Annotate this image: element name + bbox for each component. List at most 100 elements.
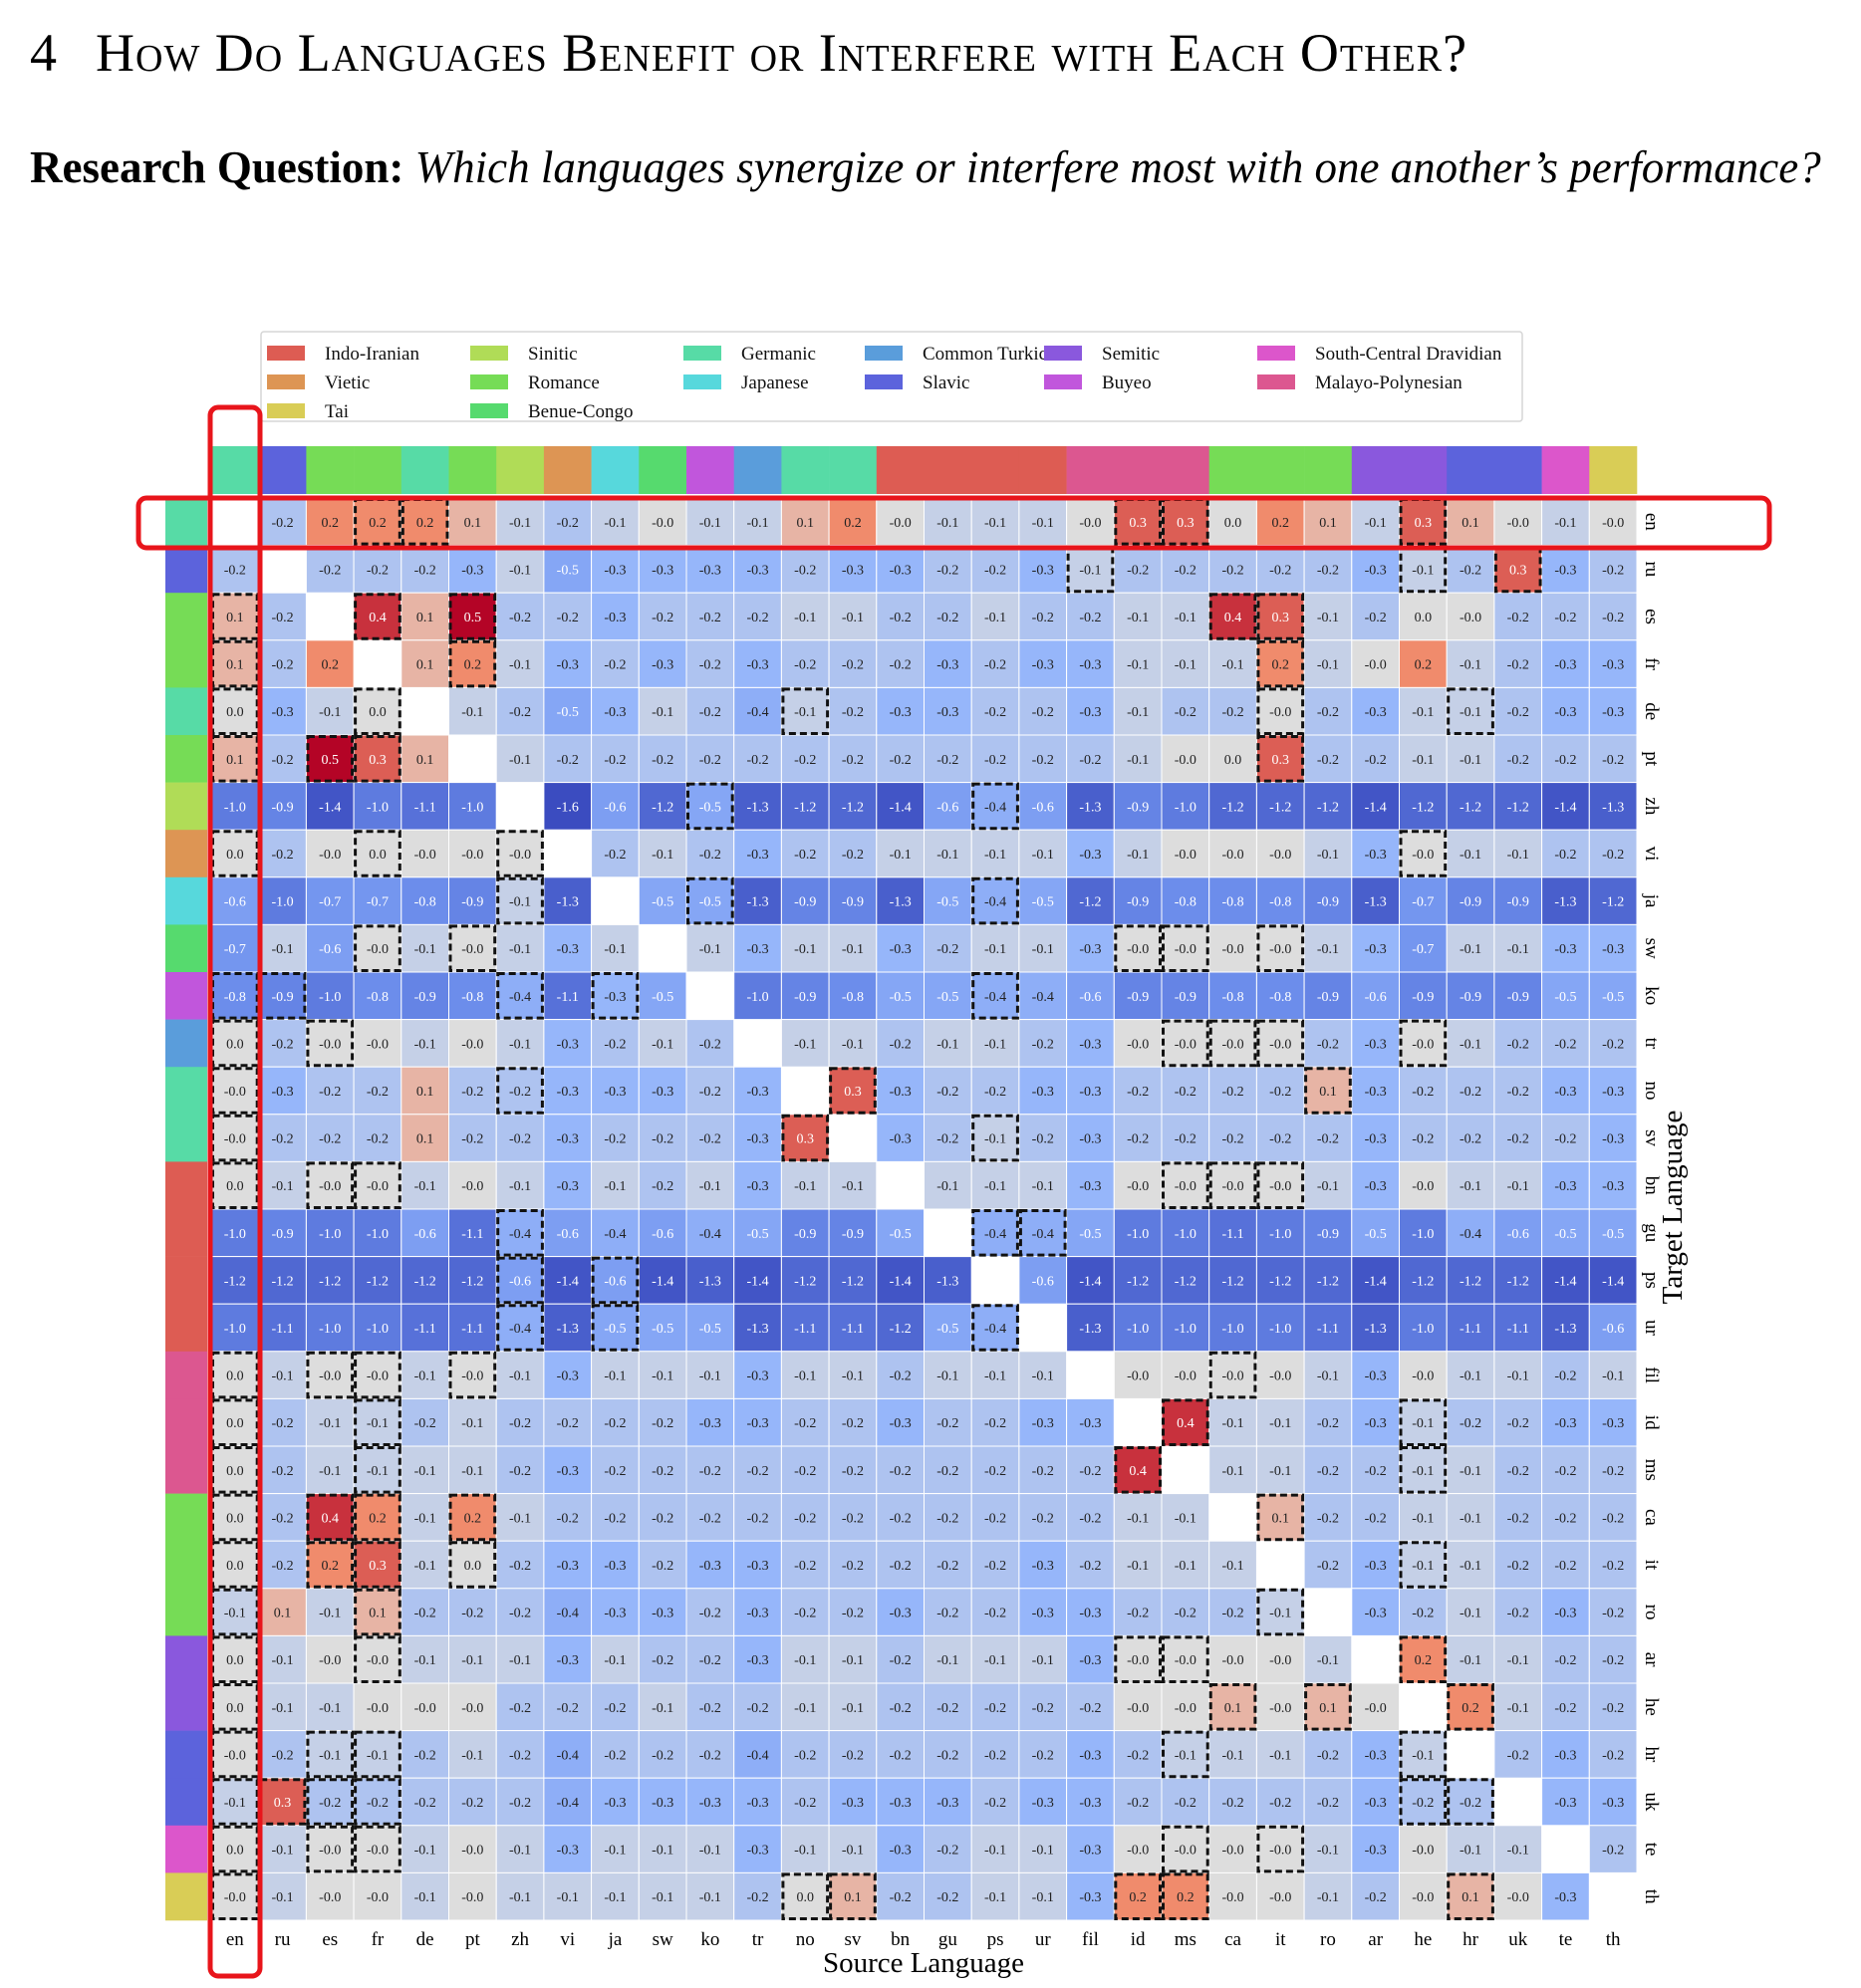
heatmap-cell <box>1351 1493 1401 1542</box>
heatmap-cell <box>1066 1445 1115 1495</box>
cell-value-label: -0.2 <box>509 1796 531 1811</box>
heatmap-cell <box>1303 1445 1353 1495</box>
cell-value-label: -0.0 <box>1269 848 1291 863</box>
column-family-bar <box>1589 446 1638 494</box>
cell-value-label: -0.1 <box>1221 1748 1243 1763</box>
heatmap-cell <box>1208 686 1257 736</box>
heatmap-cell <box>1399 1588 1448 1636</box>
cell-value-label: -0.2 <box>1127 1132 1149 1147</box>
heatmap-cell <box>828 1256 878 1305</box>
section-heading: 4 How Do Languages Benefit or Interfere w… <box>30 22 1467 84</box>
dashed-cell-box <box>1208 1351 1257 1399</box>
heatmap-cell <box>685 1682 735 1732</box>
cell-value-label: -0.4 <box>746 1748 768 1763</box>
cell-value-label: -0.1 <box>224 1796 246 1811</box>
heatmap-cells: -0.2 0.2 0.2 0.2 0.1 -0.1 -0.2 -0.1 -0.0 -0.1 -0.1… <box>210 497 1638 1921</box>
heatmap-cell <box>1493 1493 1543 1542</box>
cell-value-label: -0.9 <box>1127 800 1149 815</box>
heatmap-cell <box>353 1066 402 1116</box>
heatmap-cell <box>258 592 307 641</box>
cell-value-label: -0.3 <box>557 1179 579 1194</box>
cell-value-label: -0.3 <box>1365 563 1387 578</box>
heatmap-cell <box>1255 876 1305 925</box>
cell-value-label: -0.3 <box>461 563 483 578</box>
heatmap-cell <box>1303 1871 1353 1921</box>
heatmap-cell <box>448 1825 497 1873</box>
heatmap-cell <box>210 592 260 641</box>
cell-value-label: -1.2 <box>1269 800 1291 815</box>
cell-value-label: -0.1 <box>1032 1179 1054 1194</box>
cell-value-label: -0.1 <box>1507 848 1529 863</box>
cell-value-label: -1.2 <box>1507 1274 1529 1289</box>
cell-value-label: -1.2 <box>1221 800 1243 815</box>
heatmap-cell <box>876 1634 925 1684</box>
heatmap-cell <box>1066 1730 1115 1779</box>
cell-value-label: 0.2 <box>369 516 387 531</box>
cell-value-label: -0.3 <box>746 1607 768 1621</box>
x-tick-label: ms <box>1175 1929 1196 1950</box>
cell-value-label: -0.2 <box>319 1796 341 1811</box>
cell-value-label: -0.1 <box>509 1653 531 1668</box>
cell-value-label: -0.2 <box>1507 1511 1529 1526</box>
cell-value-label: -0.3 <box>1365 848 1387 863</box>
cell-value-label: -0.1 <box>319 1701 341 1716</box>
cell-value-label: -0.3 <box>890 1796 912 1811</box>
cell-value-label: -0.2 <box>1554 1369 1576 1384</box>
heatmap-cell <box>305 1256 355 1305</box>
cell-value-label: -0.1 <box>1317 611 1339 625</box>
cell-value-label: -0.5 <box>557 705 579 720</box>
cell-value-label: -0.2 <box>1554 1653 1576 1668</box>
heatmap-cell <box>210 1397 260 1447</box>
heatmap-cell <box>1303 1208 1353 1258</box>
cell-value-label: -1.2 <box>842 800 864 815</box>
cell-value-label: -0.2 <box>699 658 721 673</box>
cell-value-label: -0.1 <box>699 1890 721 1905</box>
heatmap-cell <box>876 1019 925 1068</box>
heatmap-cell <box>924 545 972 594</box>
heatmap-cell <box>685 1777 735 1827</box>
dashed-cell-box <box>306 1493 355 1542</box>
dashed-cell-box <box>1447 1872 1494 1921</box>
cell-value-label: -0.1 <box>936 848 958 863</box>
x-tick-label: sv <box>844 1929 861 1950</box>
y-tick-label: ar <box>1641 1652 1662 1667</box>
heatmap-cell <box>733 639 782 688</box>
heatmap-cell <box>1493 829 1543 878</box>
cell-value-label: -1.3 <box>746 895 768 910</box>
cell-value-label: -1.3 <box>1554 1322 1576 1337</box>
cell-value-label: -0.2 <box>699 611 721 625</box>
heatmap-cell <box>1018 686 1068 736</box>
dashed-cell-box <box>1256 639 1305 688</box>
cell-value-label: -0.5 <box>890 1227 912 1242</box>
cell-value-label: -0.1 <box>936 1653 958 1668</box>
dashed-cell-box <box>354 1825 401 1873</box>
cell-value-label: -1.3 <box>557 1322 579 1337</box>
row-family-bar <box>165 1351 207 1399</box>
heatmap-cell <box>685 1540 735 1590</box>
cell-value-label: -0.9 <box>1317 895 1339 910</box>
heatmap-cell <box>1161 592 1210 641</box>
heatmap-cell <box>1303 497 1353 547</box>
cell-value-label: -0.2 <box>842 1607 864 1621</box>
heatmap-cell <box>1541 1493 1590 1542</box>
dashed-cell-box <box>1208 1019 1257 1068</box>
heatmap-cell <box>1351 545 1401 594</box>
cell-value-label: -0.9 <box>461 895 483 910</box>
heatmap-cell <box>685 1730 735 1779</box>
cell-value-label: -0.0 <box>1269 705 1291 720</box>
heatmap-cell <box>876 1730 925 1779</box>
heatmap-cell <box>1255 686 1305 736</box>
heatmap-cell <box>685 1493 735 1542</box>
dashed-cell-box <box>686 876 734 925</box>
cell-value-label: -0.2 <box>557 1701 579 1716</box>
heatmap-cell <box>780 1208 830 1258</box>
cell-value-label: -0.0 <box>461 1844 483 1859</box>
cell-value-label: -0.5 <box>936 895 958 910</box>
cell-value-label: -0.0 <box>1175 753 1196 768</box>
column-family-bar <box>829 446 878 494</box>
cell-value-label: -0.5 <box>890 990 912 1005</box>
cell-value-label: -0.0 <box>319 1890 341 1905</box>
heatmap-cell <box>1255 1066 1305 1116</box>
y-tick-label: fil <box>1641 1367 1662 1383</box>
cell-value-label: -0.1 <box>1221 1416 1243 1431</box>
